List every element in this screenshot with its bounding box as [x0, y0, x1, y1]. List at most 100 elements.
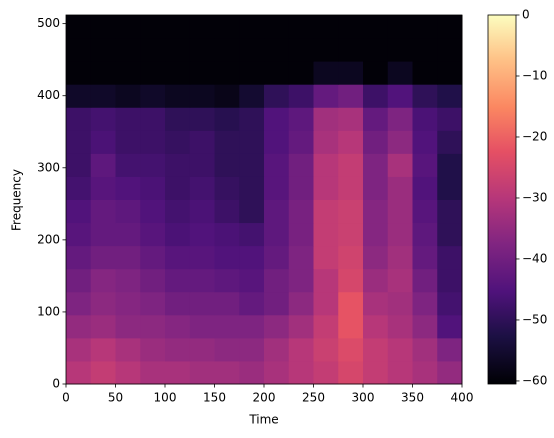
- heatmap-cell: [165, 130, 191, 154]
- heatmap-cell: [239, 153, 265, 177]
- heatmap-cell: [165, 38, 191, 62]
- heatmap-cell: [412, 130, 438, 154]
- heatmap-cell: [214, 130, 240, 154]
- heatmap-cell: [387, 153, 413, 177]
- heatmap-cell: [313, 153, 339, 177]
- heatmap-cell: [264, 360, 290, 385]
- heatmap-cell: [338, 314, 364, 339]
- heatmap-cell: [66, 222, 92, 247]
- heatmap-cell: [115, 84, 141, 108]
- heatmap-cell: [214, 153, 240, 177]
- heatmap-cell: [338, 61, 364, 85]
- heatmap-cell: [90, 84, 116, 108]
- heatmap-cell: [288, 15, 314, 39]
- heatmap-cell: [140, 222, 166, 247]
- heatmap-cell: [214, 199, 240, 224]
- heatmap-cell: [387, 130, 413, 154]
- heatmap-cell: [189, 107, 215, 131]
- y-tick-label: 0: [52, 377, 60, 391]
- heatmap-cell: [140, 199, 166, 224]
- heatmap-cell: [239, 61, 265, 85]
- heatmap-cell: [313, 176, 339, 200]
- heatmap-cell: [140, 291, 166, 316]
- heatmap-cell: [363, 130, 389, 154]
- heatmap-cell: [140, 360, 166, 385]
- heatmap-cell: [338, 15, 364, 39]
- heatmap-cell: [412, 38, 438, 62]
- heatmap-cell: [338, 199, 364, 224]
- heatmap-cell: [387, 199, 413, 224]
- heatmap-cell: [189, 291, 215, 316]
- heatmap-cell: [214, 245, 240, 270]
- heatmap-cell: [264, 291, 290, 316]
- heatmap-cell: [140, 84, 166, 108]
- heatmap-cell: [387, 291, 413, 316]
- heatmap-cell: [214, 222, 240, 247]
- heatmap-cell: [214, 360, 240, 385]
- heatmap-cell: [437, 15, 463, 39]
- heatmap-cell: [412, 268, 438, 293]
- heatmap-cell: [115, 245, 141, 270]
- heatmap-cell: [214, 61, 240, 85]
- heatmap-cell: [387, 222, 413, 247]
- heatmap-cell: [264, 176, 290, 200]
- heatmap-cell: [140, 15, 166, 39]
- heatmap-cell: [189, 130, 215, 154]
- x-tick-label: 100: [154, 391, 177, 405]
- heatmap-cell: [288, 360, 314, 385]
- heatmap-cell: [338, 38, 364, 62]
- heatmap-cell: [313, 199, 339, 224]
- y-tick-label: 300: [37, 160, 60, 174]
- heatmap-cell: [338, 176, 364, 200]
- x-tick-label: 50: [108, 391, 123, 405]
- heatmap-cell: [363, 337, 389, 362]
- colorbar-tick-label: −50: [522, 312, 547, 326]
- x-tick-label: 150: [203, 391, 226, 405]
- colorbar-tick-label: −10: [522, 68, 547, 82]
- heatmap-cell: [165, 199, 191, 224]
- colorbar-tick-label: −30: [522, 190, 547, 204]
- heatmap-cell: [189, 153, 215, 177]
- heatmap-cell: [363, 268, 389, 293]
- heatmap-cell: [264, 337, 290, 362]
- heatmap-cell: [115, 153, 141, 177]
- heatmap-cell: [90, 153, 116, 177]
- heatmap-cell: [239, 199, 265, 224]
- heatmap-cell: [66, 337, 92, 362]
- x-axis-label: Time: [248, 413, 278, 427]
- heatmap-cell: [363, 84, 389, 108]
- heatmap-cell: [412, 291, 438, 316]
- heatmap-cell: [412, 337, 438, 362]
- heatmap-cell: [363, 245, 389, 270]
- heatmap-cell: [437, 337, 463, 362]
- heatmap-cell: [288, 38, 314, 62]
- heatmap-cell: [264, 268, 290, 293]
- heatmap-cell: [387, 314, 413, 339]
- heatmap-cell: [115, 176, 141, 200]
- heatmap-cell: [412, 245, 438, 270]
- y-tick-label: 200: [37, 232, 60, 246]
- heatmap-cell: [214, 268, 240, 293]
- colorbar: [487, 14, 517, 385]
- heatmap-cell: [437, 360, 463, 385]
- heatmap-cell: [165, 222, 191, 247]
- heatmap-cell: [115, 314, 141, 339]
- heatmap-cell: [363, 222, 389, 247]
- heatmap-cell: [437, 314, 463, 339]
- heatmap-cell: [437, 268, 463, 293]
- heatmap-cell: [387, 337, 413, 362]
- heatmap-cell: [412, 176, 438, 200]
- heatmap-cell: [363, 176, 389, 200]
- heatmap-cell: [387, 84, 413, 108]
- heatmap-cell: [214, 337, 240, 362]
- heatmap-cell: [140, 38, 166, 62]
- heatmap-cell: [189, 61, 215, 85]
- heatmap-cell: [363, 314, 389, 339]
- heatmap-cell: [313, 337, 339, 362]
- heatmap-cell: [338, 222, 364, 247]
- heatmap-cell: [264, 153, 290, 177]
- heatmap-cell: [90, 314, 116, 339]
- heatmap-cell: [165, 176, 191, 200]
- colorbar-tick-label: −60: [522, 373, 547, 387]
